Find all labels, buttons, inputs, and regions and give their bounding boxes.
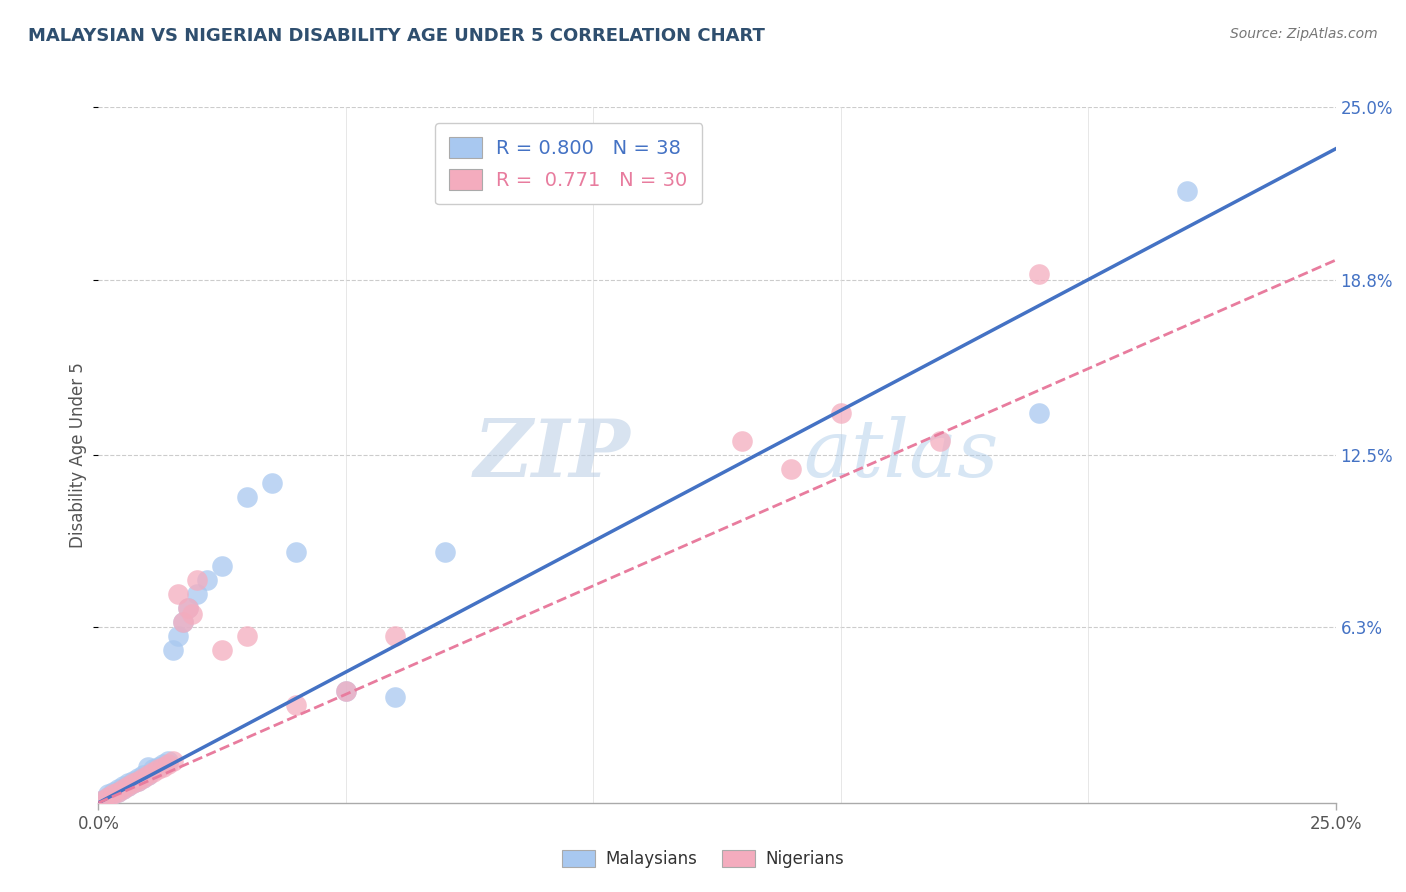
Point bbox=[335, 684, 357, 698]
Legend: R = 0.800   N = 38, R =  0.771   N = 30: R = 0.800 N = 38, R = 0.771 N = 30 bbox=[434, 123, 702, 204]
Point bbox=[156, 754, 179, 768]
Point bbox=[186, 573, 208, 587]
Point bbox=[122, 776, 145, 790]
Point bbox=[176, 601, 198, 615]
Point bbox=[112, 781, 135, 796]
Point bbox=[172, 615, 194, 629]
Point bbox=[335, 684, 357, 698]
Point bbox=[285, 545, 308, 559]
Point bbox=[112, 779, 135, 793]
Point bbox=[132, 768, 155, 782]
Point bbox=[260, 475, 283, 490]
Point bbox=[186, 587, 208, 601]
Text: MALAYSIAN VS NIGERIAN DISABILITY AGE UNDER 5 CORRELATION CHART: MALAYSIAN VS NIGERIAN DISABILITY AGE UND… bbox=[28, 27, 765, 45]
Point bbox=[152, 756, 174, 771]
Point bbox=[285, 698, 308, 713]
Point bbox=[107, 785, 129, 799]
Point bbox=[1028, 267, 1050, 281]
Point bbox=[146, 763, 169, 777]
Point bbox=[103, 788, 125, 802]
Point bbox=[236, 490, 259, 504]
Point bbox=[162, 642, 184, 657]
Point bbox=[122, 776, 145, 790]
Point bbox=[136, 768, 159, 782]
Point bbox=[127, 773, 149, 788]
Point bbox=[136, 759, 159, 773]
Point bbox=[132, 771, 155, 785]
Point bbox=[117, 776, 139, 790]
Point bbox=[195, 573, 218, 587]
Point bbox=[236, 629, 259, 643]
Text: atlas: atlas bbox=[804, 417, 1000, 493]
Point bbox=[97, 790, 120, 805]
Point bbox=[136, 768, 159, 782]
Point bbox=[127, 773, 149, 788]
Point bbox=[142, 763, 165, 777]
Point bbox=[97, 790, 120, 805]
Point bbox=[142, 765, 165, 780]
Point bbox=[384, 690, 406, 704]
Text: ZIP: ZIP bbox=[474, 417, 630, 493]
Point bbox=[107, 781, 129, 796]
Point bbox=[93, 793, 115, 807]
Point bbox=[928, 434, 950, 448]
Point bbox=[97, 788, 120, 802]
Point bbox=[146, 759, 169, 773]
Point bbox=[93, 793, 115, 807]
Point bbox=[176, 601, 198, 615]
Point bbox=[122, 773, 145, 788]
Point bbox=[731, 434, 754, 448]
Point bbox=[181, 607, 204, 621]
Point bbox=[780, 462, 803, 476]
Y-axis label: Disability Age Under 5: Disability Age Under 5 bbox=[69, 362, 87, 548]
Legend: Malaysians, Nigerians: Malaysians, Nigerians bbox=[555, 843, 851, 875]
Point bbox=[112, 781, 135, 796]
Text: Source: ZipAtlas.com: Source: ZipAtlas.com bbox=[1230, 27, 1378, 41]
Point bbox=[107, 785, 129, 799]
Point bbox=[166, 629, 188, 643]
Point bbox=[132, 771, 155, 785]
Point bbox=[172, 615, 194, 629]
Point bbox=[156, 756, 179, 771]
Point bbox=[830, 406, 852, 420]
Point bbox=[162, 754, 184, 768]
Point bbox=[117, 779, 139, 793]
Point bbox=[127, 771, 149, 785]
Point bbox=[103, 785, 125, 799]
Point bbox=[211, 642, 233, 657]
Point bbox=[166, 587, 188, 601]
Point bbox=[1028, 406, 1050, 420]
Point bbox=[103, 788, 125, 802]
Point bbox=[433, 545, 456, 559]
Point bbox=[117, 779, 139, 793]
Point bbox=[211, 559, 233, 574]
Point bbox=[1175, 184, 1198, 198]
Point bbox=[384, 629, 406, 643]
Point bbox=[152, 759, 174, 773]
